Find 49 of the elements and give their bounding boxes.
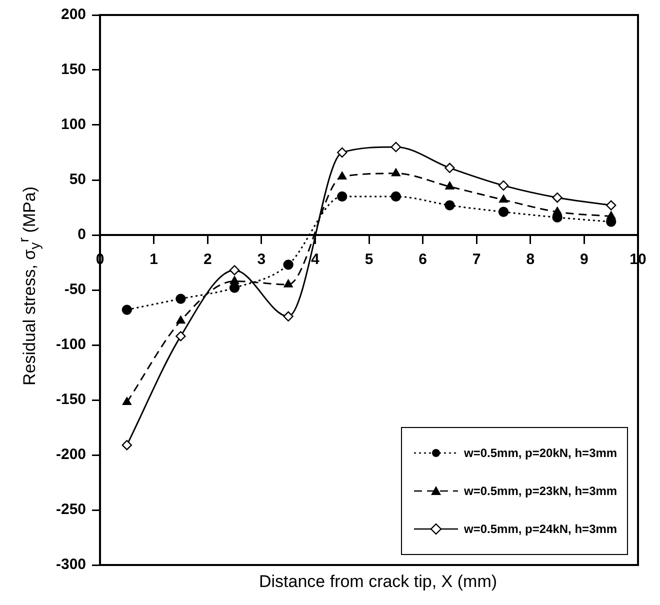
legend-label: w=0.5mm, p=23kN, h=3mm [464, 484, 618, 498]
point [229, 265, 240, 276]
point [498, 206, 509, 217]
point [283, 260, 294, 270]
x-tick-label: 2 [203, 251, 212, 268]
x-tick-label: 6 [418, 251, 427, 268]
point [390, 142, 402, 152]
y-tick-label: 50 [69, 171, 86, 188]
x-tick-label: 5 [364, 251, 374, 268]
x-tick-label: 3 [257, 251, 266, 268]
point [444, 162, 455, 173]
point [122, 304, 132, 315]
y-tick-label: -250 [56, 501, 86, 518]
x-tick-label: 4 [311, 251, 320, 268]
point [391, 168, 400, 176]
point [122, 397, 132, 406]
point [176, 316, 186, 324]
point [444, 200, 455, 210]
x-tick-label: 1 [150, 251, 158, 268]
point [176, 331, 186, 342]
x-tick-label: 8 [526, 251, 535, 268]
point [176, 294, 186, 304]
point [445, 182, 454, 190]
point [499, 194, 508, 203]
legend-label: w=0.5mm, p=20kN, h=3mm [464, 446, 618, 460]
point [390, 191, 402, 202]
point [283, 311, 294, 322]
y-tick-label: -150 [56, 391, 86, 408]
point [338, 172, 347, 180]
point [498, 180, 509, 191]
x-axis-title: Distance from crack tip, X (mm) [258, 572, 498, 592]
x-tick-label: 9 [580, 251, 588, 268]
y-tick-label: -50 [64, 281, 86, 298]
y-tick-label: 150 [60, 61, 86, 78]
y-tick-label: -100 [56, 336, 86, 354]
legend-label: w=0.5mm, p=24kN, h=3mm [464, 522, 618, 536]
point [122, 440, 132, 450]
x-tick-label: 7 [472, 251, 481, 268]
y-tick-label: -300 [56, 556, 86, 574]
y-tick-label: 100 [60, 116, 86, 134]
point [337, 147, 348, 158]
point [606, 200, 616, 210]
point [552, 192, 562, 203]
y-tick-label: -200 [56, 446, 86, 464]
y-tick-label: 200 [60, 6, 86, 24]
point [337, 191, 348, 202]
y-tick-label: 0 [78, 226, 86, 244]
point [229, 282, 240, 293]
point [284, 279, 293, 288]
